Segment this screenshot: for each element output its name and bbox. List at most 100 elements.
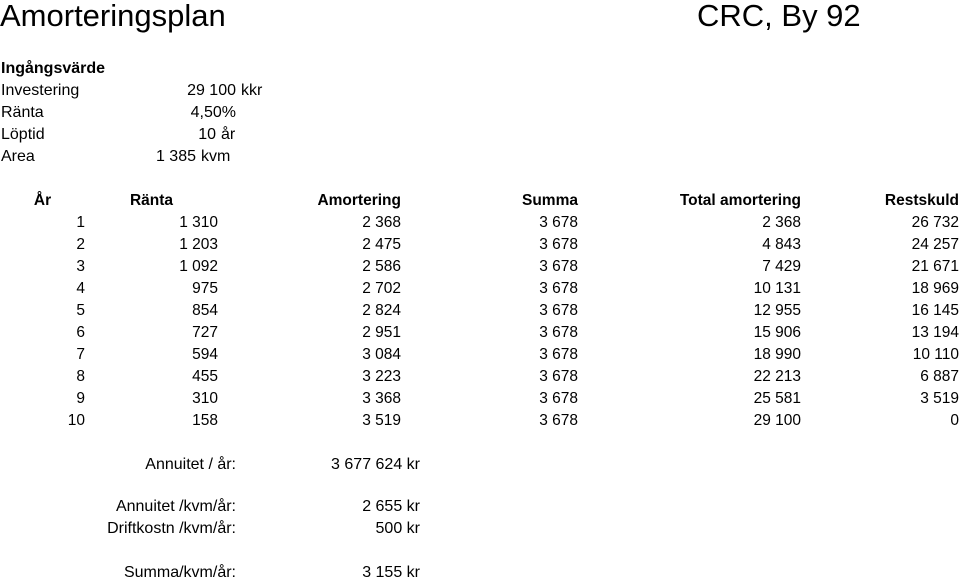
cell-ranta: 455 <box>192 368 218 385</box>
cell-total-amortering: 25 581 <box>753 390 801 407</box>
summary-value-summa-kvm: 3 155 kr <box>362 564 420 581</box>
cell-summa: 3 678 <box>539 258 578 275</box>
cell-restskuld: 3 519 <box>920 390 959 407</box>
table-row: 6 727 2 951 3 678 15 906 13 194 <box>0 322 959 344</box>
cell-restskuld: 18 969 <box>911 280 959 297</box>
cell-summa: 3 678 <box>539 390 578 407</box>
column-header-ranta: Ränta <box>129 192 174 209</box>
table-row: 1 1 310 2 368 3 678 2 368 26 732 <box>0 212 959 234</box>
input-label-loptid: Löptid <box>1 126 45 143</box>
cell-total-amortering: 12 955 <box>753 302 801 319</box>
table-row: 4 975 2 702 3 678 10 131 18 969 <box>0 278 959 300</box>
cell-restskuld: 6 887 <box>920 368 959 385</box>
cell-amortering: 2 586 <box>362 258 401 275</box>
column-header-ar: År <box>33 192 52 209</box>
table-row: 8 455 3 223 3 678 22 213 6 887 <box>0 366 959 388</box>
input-label-investering: Investering <box>1 82 80 99</box>
table-row: 2 1 203 2 475 3 678 4 843 24 257 <box>0 234 959 256</box>
cell-total-amortering: 4 843 <box>762 236 801 253</box>
cell-summa: 3 678 <box>539 214 578 231</box>
summary-value-annuitet-kvm: 2 655 kr <box>362 498 420 515</box>
input-value-ranta: 4,50% <box>190 104 236 121</box>
cell-amortering: 3 084 <box>362 346 401 363</box>
cell-summa: 3 678 <box>539 302 578 319</box>
cell-ar: 1 <box>76 214 85 231</box>
input-value-investering: 29 100 <box>187 82 236 99</box>
cell-restskuld: 13 194 <box>911 324 959 341</box>
input-value-loptid: 10 <box>198 126 216 143</box>
cell-ranta: 1 310 <box>179 214 218 231</box>
amortization-table: År Ränta Amortering Summa Total amorteri… <box>0 190 959 432</box>
cell-ranta: 158 <box>192 412 218 429</box>
table-row: 3 1 092 2 586 3 678 7 429 21 671 <box>0 256 959 278</box>
cell-total-amortering: 10 131 <box>753 280 801 297</box>
cell-summa: 3 678 <box>539 280 578 297</box>
input-unit-investering: kkr <box>241 82 263 99</box>
cell-total-amortering: 18 990 <box>753 346 801 363</box>
cell-ar: 6 <box>76 324 85 341</box>
cell-ar: 3 <box>76 258 85 275</box>
input-unit-area: kvm <box>201 148 231 165</box>
cell-total-amortering: 7 429 <box>762 258 801 275</box>
cell-ar: 4 <box>76 280 85 297</box>
cell-summa: 3 678 <box>539 346 578 363</box>
cell-ranta: 1 203 <box>179 236 218 253</box>
cell-ranta: 594 <box>192 346 218 363</box>
cell-amortering: 3 368 <box>362 390 401 407</box>
cell-amortering: 2 368 <box>362 214 401 231</box>
table-row: 5 854 2 824 3 678 12 955 16 145 <box>0 300 959 322</box>
cell-ar: 8 <box>76 368 85 385</box>
column-header-total-amortering: Total amortering <box>679 192 801 209</box>
cell-ar: 9 <box>76 390 85 407</box>
cell-ranta: 310 <box>192 390 218 407</box>
input-label-area: Area <box>1 148 35 165</box>
cell-ranta: 975 <box>192 280 218 297</box>
cell-restskuld: 16 145 <box>911 302 959 319</box>
summary-label-annuitet-kvm: Annuitet /kvm/år: <box>115 498 236 515</box>
cell-total-amortering: 29 100 <box>753 412 801 429</box>
cell-summa: 3 678 <box>539 368 578 385</box>
input-value-area: 1 385 <box>155 148 196 165</box>
cell-ar: 7 <box>76 346 85 363</box>
cell-amortering: 2 951 <box>362 324 401 341</box>
cell-restskuld: 10 110 <box>912 346 959 363</box>
cell-ar: 2 <box>76 236 85 253</box>
cell-amortering: 2 702 <box>362 280 401 297</box>
cell-restskuld: 21 671 <box>911 258 959 275</box>
table-header-row: År Ränta Amortering Summa Total amorteri… <box>0 190 959 212</box>
inputs-heading: Ingångsvärde <box>1 60 106 77</box>
cell-restskuld: 24 257 <box>911 236 959 253</box>
cell-amortering: 3 223 <box>362 368 401 385</box>
cell-amortering: 3 519 <box>362 412 401 429</box>
cell-total-amortering: 22 213 <box>753 368 801 385</box>
column-header-amortering: Amortering <box>317 192 401 209</box>
cell-ranta: 854 <box>192 302 218 319</box>
summary-label-annuitet-ar: Annuitet / år: <box>145 456 236 473</box>
page-title: Amorteringsplan <box>0 0 226 33</box>
summary-value-annuitet-ar: 3 677 624 kr <box>331 456 420 473</box>
project-title: CRC, By 92 <box>697 0 861 33</box>
cell-ranta: 727 <box>192 324 218 341</box>
cell-ar: 5 <box>76 302 85 319</box>
cell-ar: 10 <box>67 412 85 429</box>
cell-restskuld: 26 732 <box>911 214 959 231</box>
cell-total-amortering: 2 368 <box>762 214 801 231</box>
cell-summa: 3 678 <box>539 236 578 253</box>
table-row: 10 158 3 519 3 678 29 100 0 <box>0 410 959 432</box>
input-unit-loptid: år <box>221 126 236 143</box>
cell-restskuld: 0 <box>950 412 959 429</box>
cell-ranta: 1 092 <box>179 258 218 275</box>
cell-total-amortering: 15 906 <box>753 324 801 341</box>
cell-amortering: 2 475 <box>362 236 401 253</box>
summary-label-summa-kvm: Summa/kvm/år: <box>123 564 236 581</box>
table-row: 9 310 3 368 3 678 25 581 3 519 <box>0 388 959 410</box>
column-header-summa: Summa <box>522 192 578 209</box>
cell-amortering: 2 824 <box>362 302 401 319</box>
summary-value-driftkostn: 500 kr <box>375 520 420 537</box>
table-row: 7 594 3 084 3 678 18 990 10 110 <box>0 344 959 366</box>
column-header-restskuld: Restskuld <box>884 192 959 209</box>
cell-summa: 3 678 <box>539 324 578 341</box>
cell-summa: 3 678 <box>539 412 578 429</box>
summary-label-driftkostn: Driftkostn /kvm/år: <box>107 520 236 537</box>
input-label-ranta: Ränta <box>1 104 44 121</box>
